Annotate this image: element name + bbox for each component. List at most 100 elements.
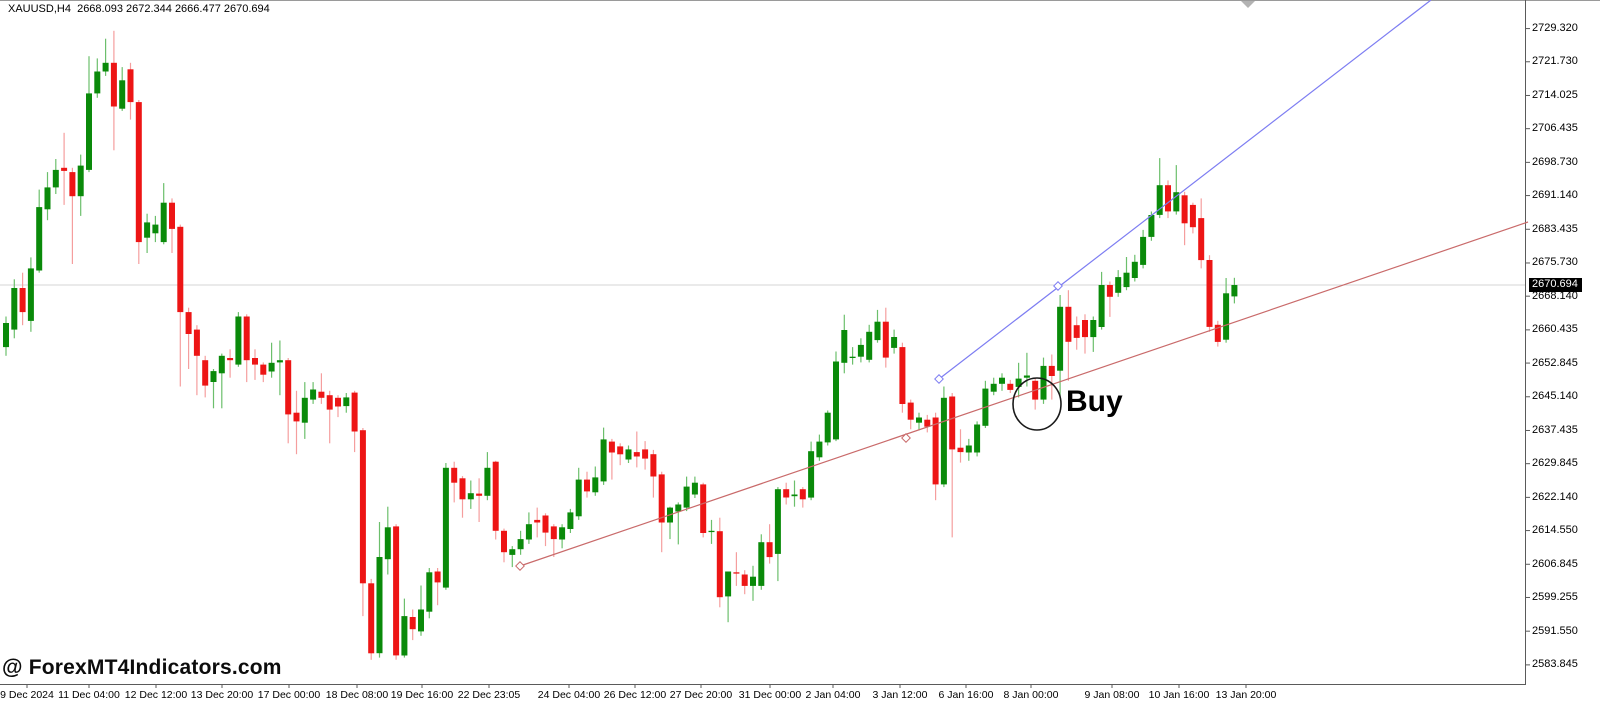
- bear-candle-body: [1189, 204, 1196, 228]
- bear-candle-body: [633, 452, 640, 457]
- buy-signal-circle[interactable]: [1012, 377, 1062, 431]
- bull-candle-body: [426, 572, 433, 612]
- bear-candle-body: [1206, 260, 1213, 327]
- price-axis-label: 2591.550: [1532, 624, 1578, 637]
- bear-candle-body: [193, 329, 200, 356]
- price-axis-label: 2645.140: [1532, 390, 1578, 403]
- bull-candle-body: [119, 80, 126, 109]
- bull-candle-body: [268, 362, 275, 372]
- bear-candle-body: [907, 402, 914, 420]
- bear-candle-body: [69, 172, 76, 197]
- time-axis-label: 17 Dec 00:00: [257, 689, 321, 701]
- bull-candle-body: [891, 337, 898, 348]
- bear-candle-body: [285, 360, 292, 415]
- bear-candle-body: [501, 530, 507, 553]
- chart-title: XAUUSD,H4 2668.093 2672.344 2666.477 267…: [8, 3, 270, 15]
- bear-candle-body: [1165, 185, 1171, 212]
- buy-annotation[interactable]: Buy: [1066, 385, 1123, 418]
- bear-candle-body: [617, 446, 624, 455]
- price-axis-label: 2721.730: [1532, 55, 1578, 68]
- support-trendline-anchor-handle[interactable]: [901, 433, 911, 443]
- support-trendline[interactable]: [519, 221, 1529, 567]
- current-price-tag: 2670.694: [1529, 278, 1582, 292]
- bear-candle-body: [1106, 285, 1113, 297]
- bull-candle-body: [52, 169, 59, 188]
- breakout-trendline[interactable]: [938, 0, 1432, 380]
- bear-candle-body: [1181, 195, 1188, 224]
- bear-candle-body: [359, 430, 366, 584]
- bull-candle-body: [849, 356, 856, 358]
- bear-candle-body: [227, 358, 234, 361]
- bear-candle-body: [899, 347, 906, 404]
- bear-candle-body: [1065, 306, 1072, 342]
- time-axis-label: 13 Dec 20:00: [190, 689, 254, 701]
- bull-candle-body: [3, 323, 9, 348]
- bull-candle-body: [525, 524, 532, 540]
- bear-candle-body: [135, 102, 142, 243]
- time-axis-label: 27 Dec 20:00: [669, 689, 733, 701]
- bear-candle-body: [202, 360, 209, 386]
- bull-candle-body: [874, 321, 881, 341]
- bull-candle-body: [1140, 236, 1147, 265]
- time-axis-label: 26 Dec 12:00: [603, 689, 667, 701]
- price-axis-label: 2583.845: [1532, 658, 1578, 671]
- time-axis-label: 9 Jan 08:00: [1084, 689, 1140, 701]
- bear-candle-body: [318, 391, 325, 398]
- bear-candle-body: [1198, 218, 1205, 261]
- bull-candle-body: [77, 165, 84, 197]
- price-axis-label: 2599.255: [1532, 590, 1578, 603]
- bull-candle-body: [791, 494, 798, 497]
- bull-candle-body: [376, 557, 383, 654]
- bear-candle-body: [584, 479, 590, 492]
- time-axis-label: 11 Dec 04:00: [58, 689, 120, 701]
- bear-candle-body: [476, 493, 483, 496]
- time-axis-label: 9 Dec 2024: [0, 689, 54, 701]
- bull-candle-body: [683, 486, 690, 508]
- bull-candle-body: [484, 467, 491, 496]
- bull-candle-body: [1231, 285, 1238, 297]
- price-axis-label: 2729.320: [1532, 22, 1578, 35]
- bull-candle-body: [841, 330, 848, 363]
- bull-candle-body: [301, 397, 308, 423]
- time-axis-label: 12 Dec 12:00: [124, 689, 188, 701]
- bull-candle-body: [691, 482, 698, 495]
- price-axis-label: 2683.435: [1532, 222, 1578, 235]
- bull-candle-body: [567, 512, 574, 529]
- bull-candle-body: [1057, 306, 1064, 371]
- bull-candle-body: [808, 451, 815, 498]
- price-axis-label: 2660.435: [1532, 323, 1578, 336]
- bull-candle-body: [824, 412, 831, 443]
- breakout-trendline-anchor-handle[interactable]: [934, 374, 944, 384]
- bull-candle-body: [160, 202, 167, 243]
- bull-candle-body: [940, 397, 947, 485]
- time-axis-label: 8 Jan 00:00: [1003, 689, 1059, 701]
- bull-candle-body: [418, 609, 424, 632]
- bear-candle-body: [393, 526, 400, 656]
- bear-candle-body: [550, 526, 557, 540]
- bear-candle-body: [293, 412, 300, 422]
- breakout-trendline-anchor-handle[interactable]: [1053, 281, 1063, 291]
- bull-candle-body: [1123, 272, 1130, 288]
- price-axis-label: 2698.730: [1532, 155, 1578, 168]
- support-trendline-anchor-handle[interactable]: [515, 561, 525, 571]
- bull-candle-body: [343, 397, 350, 407]
- bull-candle-body: [1173, 192, 1180, 212]
- time-axis-label: 3 Jan 12:00: [872, 689, 928, 701]
- bear-candle-body: [716, 531, 723, 598]
- bull-candle-body: [774, 489, 781, 554]
- time-axis-label: 19 Dec 16:00: [390, 689, 454, 701]
- time-axis-label: 22 Dec 23:05: [457, 689, 521, 701]
- bear-candle-body: [658, 474, 665, 523]
- bull-candle-body: [866, 331, 873, 360]
- bull-candle-body: [44, 187, 51, 210]
- bull-candle-body: [575, 479, 582, 517]
- bull-candle-body: [916, 417, 922, 423]
- price-axis-label: 2668.140: [1532, 289, 1578, 302]
- bull-candle-body: [218, 355, 225, 374]
- chart-shift-arrow-icon[interactable]: [1241, 1, 1255, 8]
- bear-candle-body: [61, 167, 68, 171]
- bull-candle-body: [1115, 277, 1122, 293]
- time-axis-label: 2 Jan 04:00: [805, 689, 861, 701]
- bull-candle-body: [276, 360, 283, 363]
